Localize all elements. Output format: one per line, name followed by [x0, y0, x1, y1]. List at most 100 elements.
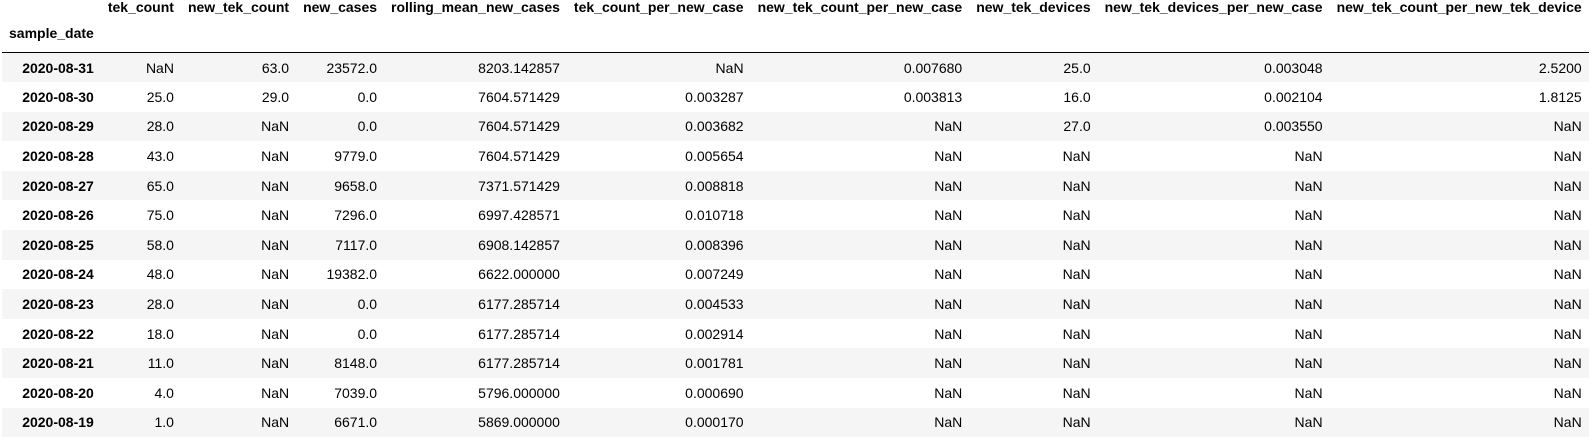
table-cell: NaN: [1294, 207, 1323, 224]
table-cell: 0.004533: [685, 296, 744, 313]
row-index-cell: 2020-08-28: [22, 148, 94, 165]
table-cell: NaN: [1062, 207, 1091, 224]
row-index-cell: 2020-08-27: [22, 177, 94, 194]
table-row: 2020-08-22 18.0 NaN 0.0 6177.285714 0.002914 N…: [2, 318, 1589, 349]
table-cell: 0.003287: [685, 88, 744, 105]
table-cell: 6671.0: [334, 414, 378, 431]
table-cell: 6177.285714: [478, 355, 560, 372]
table-cell: NaN: [1553, 414, 1582, 431]
table-cell: NaN: [934, 207, 963, 224]
table-cell: NaN: [1553, 118, 1582, 135]
table-cell: NaN: [934, 266, 963, 283]
table-cell: 19382.0: [326, 266, 378, 283]
table-cell: NaN: [1062, 355, 1091, 372]
table-cell: 48.0: [146, 266, 174, 283]
table-cell: 0.010718: [685, 207, 744, 224]
table-cell: 9779.0: [334, 148, 378, 165]
index-header-row: sample_date: [2, 15, 1589, 53]
table-cell: 7296.0: [334, 207, 378, 224]
table-cell: NaN: [1553, 236, 1582, 253]
table-cell: 0.0: [357, 118, 378, 135]
row-index-cell: 2020-08-25: [22, 236, 94, 253]
table-cell: NaN: [1062, 148, 1091, 165]
table-cell: NaN: [934, 355, 963, 372]
table-cell: NaN: [1553, 384, 1582, 401]
table-row: 2020-08-24 48.0 NaN 19382.0 6622.000000 0.007…: [2, 259, 1589, 290]
table-body: 2020-08-31 NaN 63.0 23572.0 8203.142857 NaN 0.…: [2, 52, 1589, 438]
table-cell: NaN: [1062, 177, 1091, 194]
table-cell: 0.003813: [903, 88, 963, 105]
table-row: 2020-08-23 28.0 NaN 0.0 6177.285714 0.004533 N…: [2, 289, 1589, 319]
table-cell: NaN: [1294, 296, 1323, 313]
table-cell: 1.0: [154, 414, 174, 431]
table-cell: 5869.000000: [478, 414, 560, 431]
table-row: 2020-08-30 25.0 29.0 0.0 7604.571429 0.003287…: [2, 82, 1589, 112]
empty-header-cell: [969, 15, 1098, 53]
column-header: new_tek_count_per_new_tek_device: [1336, 0, 1582, 15]
table-cell: 0.0: [357, 325, 378, 342]
table-cell: NaN: [934, 414, 963, 431]
table-cell: NaN: [261, 236, 290, 253]
table-cell: NaN: [934, 325, 963, 342]
table-cell: 25.0: [1063, 59, 1091, 76]
table-cell: NaN: [934, 236, 963, 253]
table-cell: 0.007249: [685, 266, 744, 283]
table-cell: 63.0: [261, 59, 290, 76]
empty-header-cell: [180, 15, 297, 53]
table-cell: 4.0: [154, 384, 174, 401]
table-cell: 2.5200: [1538, 59, 1582, 76]
table-cell: 27.0: [1063, 118, 1091, 135]
column-header: new_tek_devices_per_new_case: [1104, 0, 1323, 15]
table-cell: NaN: [934, 148, 963, 165]
corner-cell: [2, 0, 101, 15]
table-cell: NaN: [1294, 384, 1323, 401]
table-row: 2020-08-29 28.0 NaN 0.0 7604.571429 0.003682 N…: [2, 111, 1589, 142]
table-cell: NaN: [1294, 325, 1323, 342]
table-cell: 6177.285714: [478, 325, 560, 342]
row-index-cell: 2020-08-30: [22, 88, 94, 105]
column-header: rolling_mean_new_cases: [391, 0, 560, 15]
table-cell: NaN: [1553, 355, 1582, 372]
table-cell: NaN: [261, 266, 290, 283]
table-cell: 65.0: [146, 177, 174, 194]
table-row: 2020-08-27 65.0 NaN 9658.0 7371.571429 0.0088…: [2, 170, 1589, 201]
table-cell: NaN: [1553, 266, 1582, 283]
table-cell: 11.0: [147, 355, 174, 372]
table-cell: 0.007680: [903, 59, 963, 76]
table-row: 2020-08-25 58.0 NaN 7117.0 6908.142857 0.0083…: [2, 230, 1589, 260]
table-row: 2020-08-26 75.0 NaN 7296.0 6997.428571 0.0107…: [2, 200, 1589, 231]
table-cell: 7604.571429: [478, 118, 560, 135]
table-cell: 0.008396: [685, 236, 744, 253]
table-cell: NaN: [934, 118, 963, 135]
table-cell: 6997.428571: [478, 207, 560, 224]
table-row: 2020-08-20 4.0 NaN 7039.0 5796.000000 0.00069…: [2, 378, 1589, 408]
table-cell: NaN: [1062, 266, 1091, 283]
table-cell: 0.002914: [685, 325, 744, 342]
table-cell: 0.0: [357, 296, 378, 313]
table-cell: 7039.0: [334, 384, 378, 401]
table-cell: 7117.0: [335, 236, 378, 253]
table-cell: NaN: [1294, 414, 1323, 431]
table-cell: 0.000170: [685, 414, 744, 431]
table-cell: NaN: [261, 414, 290, 431]
table-cell: NaN: [934, 296, 963, 313]
table-cell: 7604.571429: [478, 88, 560, 105]
table-cell: NaN: [715, 59, 744, 76]
table-cell: 75.0: [146, 207, 174, 224]
table-cell: NaN: [1294, 236, 1323, 253]
row-index-cell: 2020-08-31: [22, 59, 94, 76]
table-header: tek_count new_tek_count new_cases rollin…: [2, 0, 1589, 53]
table-cell: 29.0: [261, 88, 290, 105]
empty-header-cell: [1329, 15, 1589, 53]
table-cell: NaN: [261, 384, 290, 401]
table-cell: 6622.000000: [478, 266, 560, 283]
table-cell: NaN: [261, 355, 290, 372]
table-cell: NaN: [1062, 384, 1091, 401]
table-cell: NaN: [1062, 236, 1091, 253]
table-cell: 8203.142857: [478, 59, 560, 76]
table-cell: NaN: [261, 207, 290, 224]
table-cell: 8148.0: [334, 355, 378, 372]
table-cell: NaN: [261, 148, 290, 165]
table-cell: 16.0: [1063, 88, 1091, 105]
empty-header-cell: [1097, 15, 1330, 53]
